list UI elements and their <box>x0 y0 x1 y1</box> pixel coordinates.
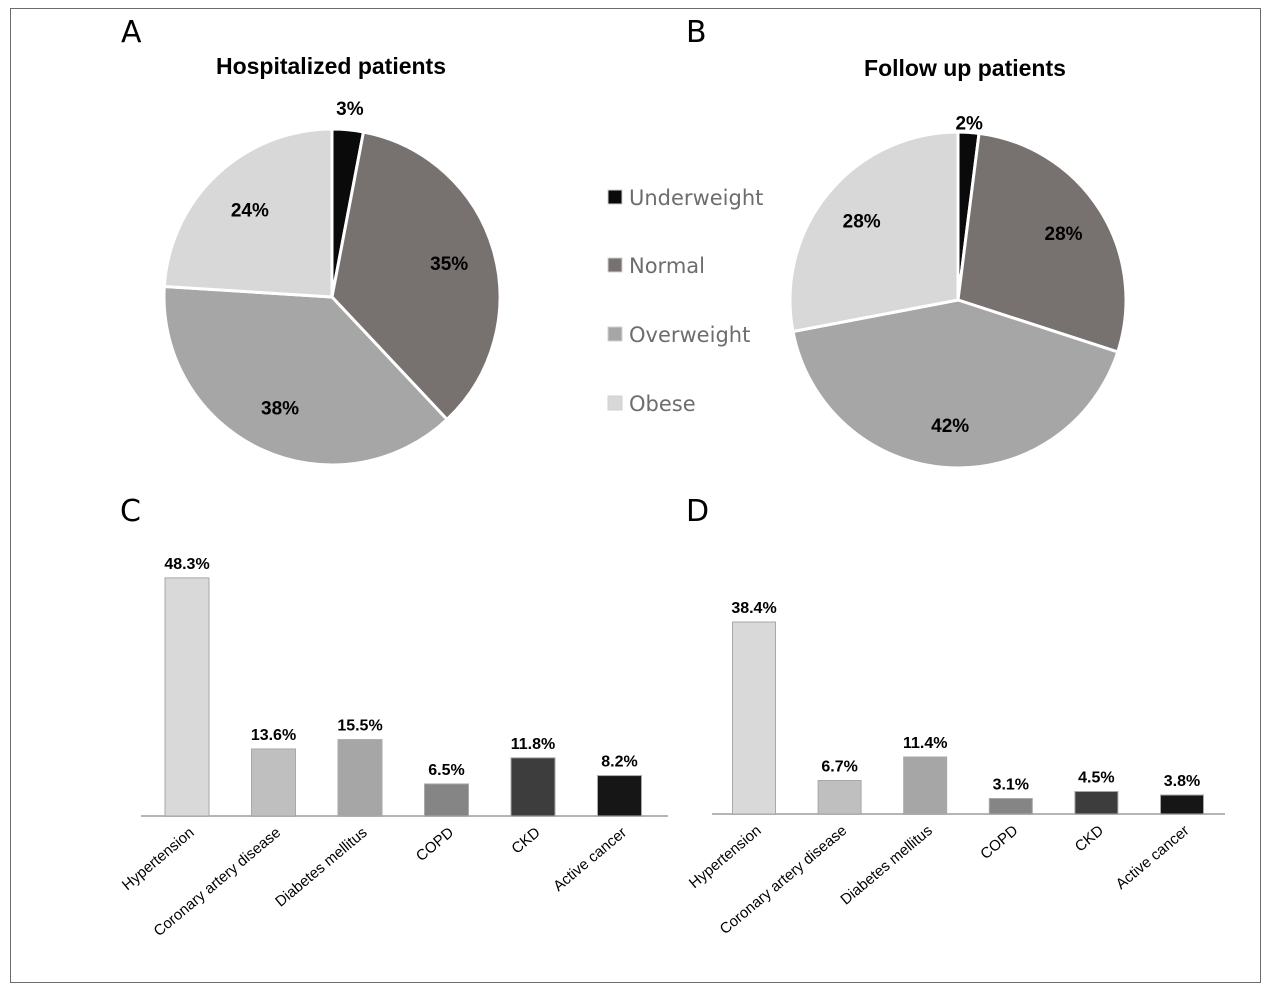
legend-label-normal: Normal <box>629 254 705 278</box>
bar-active-cancer <box>1160 794 1204 815</box>
pie-label-normal: 35% <box>430 254 468 275</box>
legend-label-obese: Obese <box>629 392 696 416</box>
category-label-diabetes-mellitus: Diabetes mellitus <box>837 822 935 908</box>
legend-label-overweight: Overweight <box>629 323 750 347</box>
panel-letter-c: C <box>120 494 141 529</box>
bar-hypertension <box>732 621 776 815</box>
bar-value-label-copd: 6.5% <box>428 762 464 779</box>
pie-label-overweight: 42% <box>931 416 969 437</box>
bar-value-label-active-cancer: 3.8% <box>1164 773 1200 790</box>
pie-label-underweight: 3% <box>336 99 364 120</box>
pie-slice-overweight <box>162 284 450 467</box>
category-label-ckd: CKD <box>1072 822 1107 855</box>
category-label-active-cancer: Active cancer <box>550 824 630 895</box>
bar-value-label-diabetes-mellitus: 11.4% <box>903 735 947 752</box>
pie-label-underweight: 2% <box>955 113 983 134</box>
bar-diabetes-mellitus <box>337 739 383 817</box>
pie-chart-hospitalized: 3% 35% 38% 24% <box>162 99 502 467</box>
bar-diabetes-mellitus <box>903 756 948 815</box>
legend-label-underweight: Underweight <box>629 186 763 210</box>
panel-letter-d: D <box>686 494 709 529</box>
bar-active-cancer <box>597 775 642 817</box>
bar-coronary-artery-disease <box>251 748 296 817</box>
category-label-active-cancer: Active cancer <box>1113 822 1193 893</box>
bar-value-label-coronary-artery-disease: 13.6% <box>251 727 296 744</box>
category-label-diabetes-mellitus: Diabetes mellitus <box>272 824 370 910</box>
bar-ckd <box>1074 791 1119 815</box>
legend: Underweight Normal Overweight Obese <box>607 186 763 416</box>
bar-value-label-hypertension: 48.3% <box>164 556 209 573</box>
panel-letter-b: B <box>686 15 707 50</box>
pie-label-overweight: 38% <box>261 398 299 419</box>
pie-label-normal: 28% <box>1045 224 1083 245</box>
pie-label-obese: 24% <box>231 201 269 222</box>
bar-value-label-ckd: 11.8% <box>511 736 555 753</box>
legend-swatch-underweight <box>607 189 623 205</box>
pie-slice-overweight <box>791 298 1120 470</box>
bar-value-label-ckd: 4.5% <box>1078 770 1114 787</box>
category-label-ckd: CKD <box>508 824 543 857</box>
bar-hypertension <box>164 577 210 817</box>
legend-swatch-obese <box>607 395 623 411</box>
category-label-hypertension: Hypertension <box>119 824 198 894</box>
pie-label-obese: 28% <box>843 211 881 232</box>
pie-title-hospitalized: Hospitalized patients <box>216 53 446 79</box>
bar-value-label-active-cancer: 8.2% <box>601 754 637 771</box>
bar-copd <box>424 783 469 817</box>
bar-value-label-coronary-artery-disease: 6.7% <box>821 759 857 776</box>
bar-value-label-hypertension: 38.4% <box>731 600 776 617</box>
bar-value-label-diabetes-mellitus: 15.5% <box>337 718 382 735</box>
category-label-hypertension: Hypertension <box>686 822 765 892</box>
pie-chart-follow-up: 2% 28% 42% 28% <box>788 113 1128 470</box>
panel-letter-a: A <box>121 15 142 50</box>
bar-copd <box>988 798 1033 815</box>
legend-swatch-overweight <box>607 326 623 342</box>
pie-slice-normal <box>956 131 1128 354</box>
figure-frame <box>10 8 1261 983</box>
pie-slice-obese <box>788 130 960 334</box>
pie-slice-normal <box>330 130 502 422</box>
bar-ckd <box>510 757 556 817</box>
pie-title-follow-up: Follow up patients <box>864 55 1066 81</box>
category-label-copd: COPD <box>977 822 1021 863</box>
category-label-copd: COPD <box>413 824 457 865</box>
bar-coronary-artery-disease <box>817 780 862 815</box>
bar-value-label-copd: 3.1% <box>993 777 1029 794</box>
pie-slice-obese <box>162 127 334 299</box>
legend-swatch-normal <box>607 257 623 273</box>
